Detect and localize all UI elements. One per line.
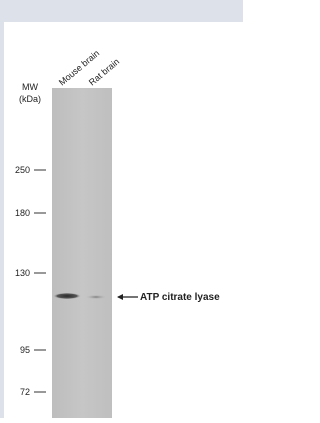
blot-figure: MW (kDa) Mouse brain Rat brain 250 180 1…	[0, 0, 243, 418]
marker-label: 250	[15, 165, 30, 175]
marker-label: 180	[15, 208, 30, 218]
figure-background	[4, 22, 243, 418]
marker-label: 72	[20, 387, 30, 397]
band-mouse	[53, 293, 81, 299]
marker-label: 95	[20, 345, 30, 355]
band-rat	[85, 295, 107, 299]
target-label: ATP citrate lyase	[140, 292, 220, 303]
mw-label: MW	[22, 82, 38, 92]
blot-membrane	[52, 88, 112, 418]
marker-label: 130	[15, 268, 30, 278]
kda-label: (kDa)	[19, 94, 41, 104]
